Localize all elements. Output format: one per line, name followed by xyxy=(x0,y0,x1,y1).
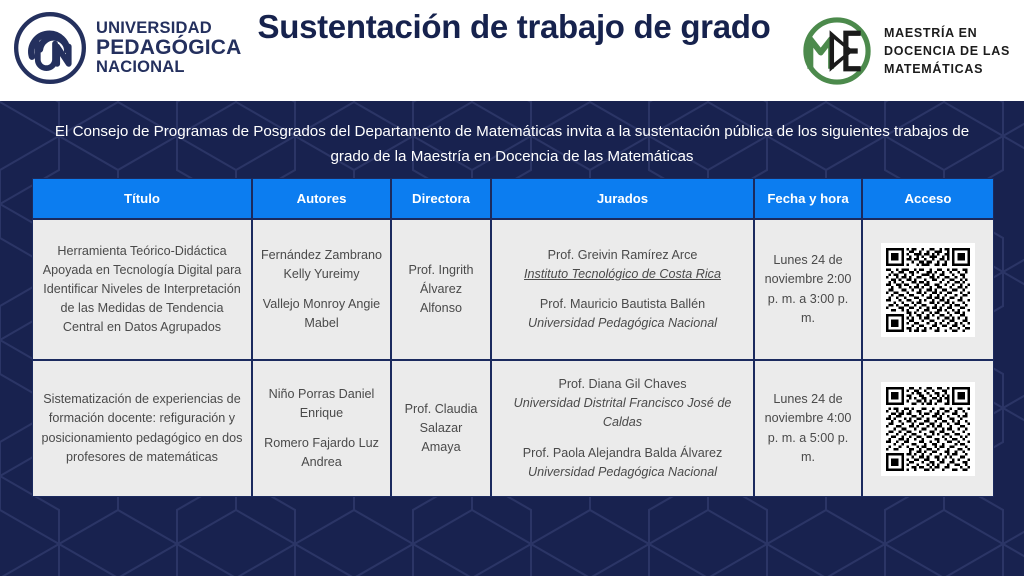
sustentaciones-table-container: Título Autores Directora Jurados Fecha y… xyxy=(32,178,994,497)
upn-logo-line2: PEDAGÓGICA xyxy=(96,35,242,59)
column-header-titulo: Título xyxy=(32,178,252,219)
cell-autores: Niño Porras Daniel Enrique Romero Fajard… xyxy=(252,360,391,497)
invitation-paragraph: El Consejo de Programas de Posgrados del… xyxy=(54,123,970,165)
maestria-docencia-matematicas-logo: MAESTRÍA EN DOCENCIA DE LAS MATEMÁTICAS xyxy=(800,14,1010,88)
jurado-name: Prof. Mauricio Bautista Ballén xyxy=(539,297,706,311)
upn-logo-text: UNIVERSIDAD PEDAGÓGICA NACIONAL xyxy=(96,18,242,77)
jurado-name: Prof. Diana Gil Chaves xyxy=(558,377,687,392)
jurado-institution: Universidad Pedagógica Nacional xyxy=(527,464,718,479)
cell-jurados: Prof. Greivin Ramírez Arce Instituto Tec… xyxy=(491,219,754,360)
author-name: Fernández Zambrano Kelly Yureimy xyxy=(260,247,383,281)
cell-autores: Fernández Zambrano Kelly Yureimy Vallejo… xyxy=(252,219,391,360)
qr-code-svg[interactable] xyxy=(886,247,970,332)
column-header-autores: Autores xyxy=(252,178,391,219)
column-header-fecha-hora: Fecha y hora xyxy=(754,178,862,219)
slide-header-band: UNIVERSIDAD PEDAGÓGICA NACIONAL Sustenta… xyxy=(0,0,1024,101)
universidad-pedagogica-nacional-logo: UNIVERSIDAD PEDAGÓGICA NACIONAL xyxy=(14,12,242,84)
author-name: Vallejo Monroy Angie Mabel xyxy=(262,297,381,331)
column-header-acceso: Acceso xyxy=(862,178,994,219)
sustentaciones-table: Título Autores Directora Jurados Fecha y… xyxy=(32,178,994,497)
spacer xyxy=(260,423,383,434)
cell-acceso[interactable] xyxy=(862,360,994,497)
jurado-name: Prof. Greivin Ramírez Arce xyxy=(547,247,698,262)
cell-fecha-hora: Lunes 24 de noviembre 4:00 p. m. a 5:00 … xyxy=(754,360,862,497)
jurado-institution: Universidad Distrital Francisco José de … xyxy=(513,396,732,430)
spacer xyxy=(499,284,746,295)
mdm-logo-line2: DOCENCIA DE LAS xyxy=(883,43,1010,58)
table-header-row: Título Autores Directora Jurados Fecha y… xyxy=(32,178,994,219)
spacer xyxy=(260,284,383,295)
spacer xyxy=(499,433,746,444)
upn-logo-line1: UNIVERSIDAD xyxy=(96,18,212,37)
qr-code-icon[interactable] xyxy=(881,242,975,337)
jurado-institution: Universidad Pedagógica Nacional xyxy=(527,316,718,331)
author-name: Niño Porras Daniel Enrique xyxy=(268,386,375,420)
mdm-emblem-icon xyxy=(803,17,871,85)
jurado-name: Prof. Paola Alejandra Balda Álvarez xyxy=(522,445,723,460)
column-header-directora: Directora xyxy=(391,178,491,219)
jurado-institution: Instituto Tecnológico de Costa Rica xyxy=(524,266,721,281)
table-row: Herramienta Teórico-Didáctica Apoyada en… xyxy=(32,219,994,360)
upn-logo-line3: NACIONAL xyxy=(96,58,185,77)
cell-titulo: Sistematización de experiencias de forma… xyxy=(32,360,252,497)
cell-directora: Prof. Claudia Salazar Amaya xyxy=(391,360,491,497)
qr-code-icon[interactable] xyxy=(881,381,975,476)
qr-code-svg[interactable] xyxy=(886,386,970,471)
cell-fecha-hora: Lunes 24 de noviembre 2:00 p. m. a 3:00 … xyxy=(754,219,862,360)
cell-directora: Prof. Ingrith Álvarez Alfonso xyxy=(391,219,491,360)
page-title: Sustentación de trabajo de grado xyxy=(257,8,771,45)
cell-titulo: Herramienta Teórico-Didáctica Apoyada en… xyxy=(32,219,252,360)
mdm-logo-line3: MATEMÁTICAS xyxy=(883,62,984,77)
upn-seal-icon xyxy=(14,12,86,84)
author-name: Romero Fajardo Luz Andrea xyxy=(264,436,379,470)
column-header-jurados: Jurados xyxy=(491,178,754,219)
table-row: Sistematización de experiencias de forma… xyxy=(32,360,994,497)
cell-jurados: Prof. Diana Gil Chaves Universidad Distr… xyxy=(491,360,754,497)
cell-acceso[interactable] xyxy=(862,219,994,360)
mdm-logo-line1: MAESTRÍA EN xyxy=(883,25,978,40)
mdm-logo-text: MAESTRÍA EN DOCENCIA DE LAS MATEMÁTICAS xyxy=(884,24,1010,78)
